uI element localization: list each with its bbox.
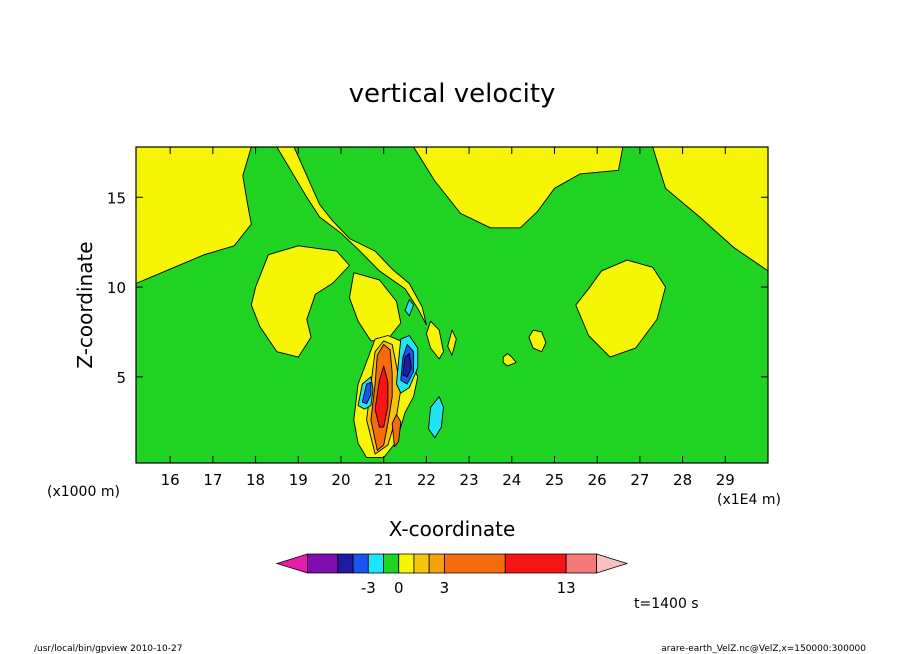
contour-region-5-1 xyxy=(361,381,372,405)
colorbar-segment xyxy=(275,553,308,574)
colorbar-segment xyxy=(307,553,339,574)
colorbar-segment xyxy=(565,553,597,574)
contour-region-0-3 xyxy=(652,147,768,272)
x-tick-label: 16 xyxy=(161,471,180,489)
y-tick-label: 10 xyxy=(107,279,126,297)
x-tick-label: 27 xyxy=(630,471,649,489)
colorbar-segment xyxy=(504,553,567,574)
y-axis-label: Z-coordinate xyxy=(73,241,97,368)
contour-region-0-10 xyxy=(447,329,457,356)
footer-left: /usr/local/bin/gpview 2010-10-27 xyxy=(34,644,182,654)
colorbar-label: 0 xyxy=(394,579,404,597)
x-tick-label: 28 xyxy=(673,471,692,489)
colorbar-segment xyxy=(443,553,506,574)
contour-region-3-0 xyxy=(374,365,389,428)
x-tick-label: 25 xyxy=(545,471,564,489)
contour-region-0-2 xyxy=(413,147,624,229)
contour-region-0-1 xyxy=(276,147,427,326)
time-label: t=1400 s xyxy=(634,596,699,612)
plot-frame xyxy=(135,146,769,464)
contour-region-0-7 xyxy=(528,329,547,353)
contour-region-4-2 xyxy=(428,396,444,439)
colorbar-segment xyxy=(383,553,400,574)
x-tick-label: 19 xyxy=(289,471,308,489)
x-tick-label: 26 xyxy=(588,471,607,489)
colorbar-label: 13 xyxy=(557,579,576,597)
colorbar-segment xyxy=(428,553,445,574)
plot-area: 16 17 18 19 20 21 22 23 24 25 26 27 28 29 5 10 15 xyxy=(107,146,769,489)
x-tick-label: 23 xyxy=(460,471,479,489)
y-tick-label: 15 xyxy=(107,189,126,207)
colorbar: -3 0 3 13 xyxy=(275,553,629,597)
x-tick-label: 17 xyxy=(203,471,222,489)
x-tick-label: 18 xyxy=(246,471,265,489)
colorbar-segment xyxy=(413,553,430,574)
y-axis-unit: (x1000 m) xyxy=(47,484,120,500)
contour-region-0-0 xyxy=(136,147,252,284)
contour-region-0-4 xyxy=(250,245,350,358)
colorbar-segment xyxy=(337,553,354,574)
contour-regions xyxy=(136,147,768,459)
contour-region-0-6 xyxy=(575,259,666,358)
contour-region-0-9 xyxy=(425,320,444,360)
chart-title: vertical velocity xyxy=(349,79,556,109)
footer-right: arare-earth_VelZ.nc@VelZ,x=150000:300000 xyxy=(661,644,866,654)
x-axis-label: X-coordinate xyxy=(389,517,516,541)
x-tick-label: 20 xyxy=(331,471,350,489)
contour-region-6-0 xyxy=(402,353,412,378)
y-tick-label: 5 xyxy=(116,369,126,387)
x-axis-unit: (x1E4 m) xyxy=(717,492,781,508)
x-tick-label: 29 xyxy=(716,471,735,489)
y-axis: 5 10 15 xyxy=(107,189,768,387)
x-tick-label: 24 xyxy=(502,471,521,489)
colorbar-label: 3 xyxy=(440,579,450,597)
contour-region-0-8 xyxy=(502,353,517,367)
x-axis: 16 17 18 19 20 21 22 23 24 25 26 27 28 29 xyxy=(161,147,735,489)
contour-region-4-3 xyxy=(404,299,415,317)
colorbar-segment xyxy=(352,553,369,574)
colorbar-segment xyxy=(367,553,384,574)
colorbar-segment xyxy=(596,553,629,574)
contour-region-2-1 xyxy=(391,414,402,448)
colorbar-label: -3 xyxy=(361,579,376,597)
x-tick-label: 22 xyxy=(417,471,436,489)
colorbar-segment xyxy=(398,553,415,574)
x-tick-label: 21 xyxy=(374,471,393,489)
